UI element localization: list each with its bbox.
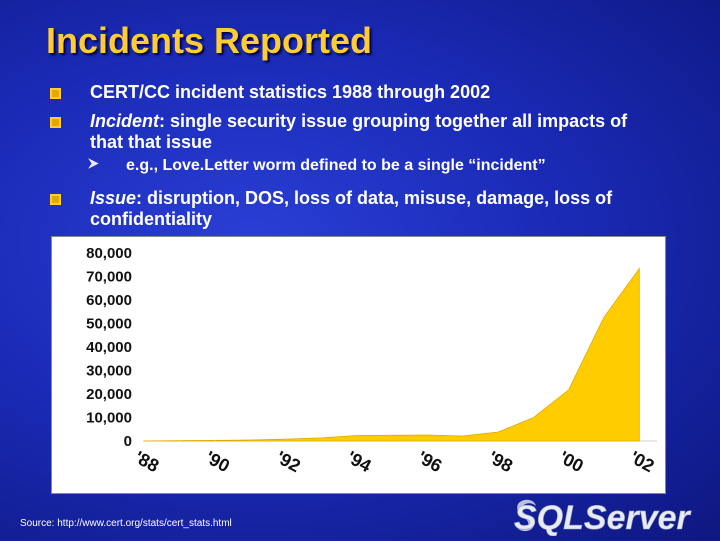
data-point: [461, 435, 464, 437]
y-tick-label: 20,000: [86, 386, 132, 403]
data-point: [214, 439, 216, 442]
diamond-bullet-icon: [50, 117, 61, 128]
svg-text:SQLServer: SQLServer: [514, 499, 692, 536]
y-tick-label: 10,000: [86, 410, 132, 427]
data-point: [355, 434, 358, 437]
data-point: [603, 316, 605, 319]
data-point: [567, 389, 570, 391]
x-tick-label: '02: [627, 447, 658, 476]
diamond-bullet-icon: [50, 194, 61, 205]
arrow-bullet-icon: [88, 158, 99, 169]
source-citation: Source: http://www.cert.org/stats/cert_s…: [20, 518, 232, 529]
data-point: [426, 434, 428, 436]
slide-title: Incidents Reported: [46, 20, 373, 61]
bullet-term: Incident: [90, 111, 160, 131]
x-axis: '88 '90 '92 '94 '96 '98 '00 '02: [131, 440, 658, 476]
x-tick-label: '92: [273, 447, 304, 476]
data-point: [249, 439, 251, 441]
bullet-text: CERT/CC incident statistics 1988 through…: [90, 82, 491, 102]
bullet-definition: : single security issue grouping togethe…: [90, 111, 628, 152]
x-tick-label: '94: [344, 447, 375, 476]
sql-server-logo: SQLServer: [512, 496, 712, 538]
y-tick-label: 80,000: [86, 245, 132, 262]
bullet-definition: : disruption, DOS, loss of data, misuse,…: [90, 188, 613, 229]
diamond-bullet-icon: [50, 88, 61, 99]
incidents-area-series: [143, 267, 640, 442]
data-point: [638, 267, 641, 270]
data-point: [390, 434, 393, 437]
chart-svg: 0 10,000 20,000 30,000 40,000 50,000 60,000 70,…: [86, 245, 658, 476]
y-tick-label: 30,000: [86, 363, 132, 380]
x-tick-label: '98: [485, 447, 516, 476]
sub-bullet-text: e.g., Love.Letter worm defined to be a s…: [126, 157, 546, 174]
x-tick-label: '90: [202, 447, 233, 476]
y-tick-label: 40,000: [86, 339, 132, 356]
bullet-text: Incident: single security issue grouping…: [90, 111, 660, 153]
y-tick-label: 70,000: [86, 269, 132, 286]
data-point: [320, 437, 322, 439]
data-point: [284, 438, 287, 440]
data-point: [143, 440, 145, 442]
data-point: [532, 417, 534, 419]
y-tick-label: 50,000: [86, 316, 132, 333]
x-tick-label: '88: [131, 447, 162, 476]
y-tick-label: 60,000: [86, 292, 132, 309]
bullet-text: Issue: disruption, DOS, loss of data, mi…: [90, 188, 660, 230]
y-tick-label: 0: [124, 433, 132, 450]
data-point: [178, 439, 181, 442]
plot-area: [143, 267, 641, 442]
data-point: [497, 431, 499, 433]
y-axis: 0 10,000 20,000 30,000 40,000 50,000 60,000 70,…: [86, 245, 132, 450]
x-tick-label: '00: [556, 447, 587, 476]
bullet-term: Issue: [90, 188, 137, 208]
x-tick-label: '96: [414, 447, 445, 476]
incidents-chart: 0 10,000 20,000 30,000 40,000 50,000 60,000 70,…: [51, 236, 666, 494]
